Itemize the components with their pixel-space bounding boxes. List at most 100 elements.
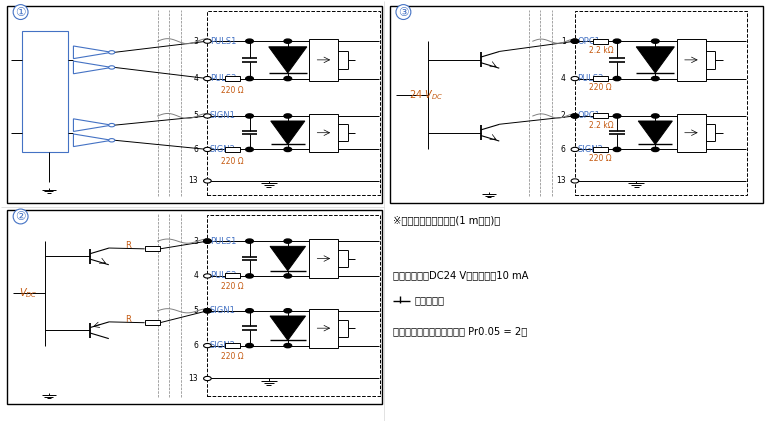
- Text: 6: 6: [193, 341, 198, 350]
- FancyBboxPatch shape: [593, 147, 607, 152]
- FancyBboxPatch shape: [7, 210, 382, 403]
- Text: SIGN1: SIGN1: [209, 111, 235, 120]
- Text: R: R: [125, 315, 130, 324]
- Text: R: R: [125, 241, 130, 250]
- Circle shape: [245, 274, 253, 278]
- FancyBboxPatch shape: [309, 239, 338, 278]
- Text: ※配线长度，请控制在(1 m以内)。: ※配线长度，请控制在(1 m以内)。: [393, 215, 501, 225]
- FancyBboxPatch shape: [207, 11, 380, 195]
- Polygon shape: [74, 46, 112, 59]
- Text: 2: 2: [561, 111, 566, 120]
- Circle shape: [203, 39, 211, 43]
- Circle shape: [284, 274, 291, 278]
- FancyBboxPatch shape: [309, 39, 338, 81]
- Circle shape: [571, 114, 579, 118]
- Text: 13: 13: [189, 176, 198, 185]
- Text: ①: ①: [15, 5, 26, 19]
- Polygon shape: [271, 121, 304, 144]
- Circle shape: [651, 76, 659, 81]
- Text: OPC1: OPC1: [578, 37, 600, 46]
- Circle shape: [284, 239, 291, 243]
- Polygon shape: [74, 61, 112, 74]
- FancyBboxPatch shape: [593, 39, 607, 44]
- FancyBboxPatch shape: [145, 246, 160, 252]
- Circle shape: [109, 66, 115, 69]
- FancyBboxPatch shape: [207, 215, 380, 396]
- Circle shape: [203, 239, 211, 243]
- FancyBboxPatch shape: [145, 320, 160, 325]
- Circle shape: [571, 39, 579, 43]
- Circle shape: [203, 76, 211, 81]
- Text: 1: 1: [561, 37, 566, 46]
- Circle shape: [284, 344, 291, 348]
- Circle shape: [203, 376, 211, 381]
- Polygon shape: [74, 134, 112, 146]
- Circle shape: [613, 76, 621, 81]
- Text: PULS2: PULS2: [209, 74, 236, 83]
- Text: 2.2 kΩ: 2.2 kΩ: [589, 121, 614, 130]
- Text: PULS1: PULS1: [209, 237, 236, 246]
- Circle shape: [284, 39, 291, 43]
- Circle shape: [571, 76, 579, 81]
- Text: SIGN1: SIGN1: [209, 306, 235, 315]
- Circle shape: [613, 39, 621, 43]
- Circle shape: [203, 114, 211, 118]
- Text: SIGN2: SIGN2: [578, 145, 603, 154]
- Text: 5: 5: [193, 111, 198, 120]
- Text: 4: 4: [193, 271, 198, 281]
- FancyBboxPatch shape: [390, 6, 763, 203]
- Circle shape: [284, 147, 291, 151]
- Circle shape: [245, 76, 253, 81]
- FancyBboxPatch shape: [309, 308, 338, 348]
- Circle shape: [245, 239, 253, 243]
- FancyBboxPatch shape: [22, 31, 68, 152]
- Circle shape: [571, 147, 579, 151]
- Text: 220 Ω: 220 Ω: [221, 157, 244, 166]
- Text: 24 $V_{DC}$: 24 $V_{DC}$: [409, 88, 443, 102]
- Text: 6: 6: [193, 145, 198, 154]
- Circle shape: [203, 179, 211, 183]
- Text: $V_{DC}$: $V_{DC}$: [19, 287, 38, 300]
- Text: 6: 6: [561, 145, 566, 154]
- Circle shape: [203, 344, 211, 348]
- Text: SIGN2: SIGN2: [209, 145, 235, 154]
- Circle shape: [203, 147, 211, 151]
- Circle shape: [203, 274, 211, 278]
- Text: 220 Ω: 220 Ω: [221, 352, 244, 361]
- Circle shape: [109, 51, 115, 54]
- Text: 5: 5: [193, 306, 198, 315]
- Circle shape: [651, 39, 659, 43]
- FancyBboxPatch shape: [575, 11, 747, 195]
- Circle shape: [245, 344, 253, 348]
- Text: 3: 3: [193, 237, 198, 246]
- FancyBboxPatch shape: [593, 76, 607, 81]
- FancyBboxPatch shape: [593, 114, 607, 119]
- Circle shape: [613, 147, 621, 151]
- Circle shape: [203, 308, 211, 313]
- Circle shape: [284, 114, 291, 118]
- FancyBboxPatch shape: [7, 6, 382, 203]
- FancyBboxPatch shape: [225, 273, 240, 279]
- Text: PULS2: PULS2: [209, 271, 236, 281]
- Text: OPC1: OPC1: [578, 111, 600, 120]
- Text: 220 Ω: 220 Ω: [221, 282, 244, 291]
- Circle shape: [284, 308, 291, 313]
- Text: 最大输入电压DC24 V　额定电洐10 mA: 最大输入电压DC24 V 额定电洐10 mA: [393, 270, 529, 280]
- Text: 使用开路集电极时推荐设定 Pr0.05 = 2。: 使用开路集电极时推荐设定 Pr0.05 = 2。: [393, 327, 528, 337]
- Text: 220 Ω: 220 Ω: [589, 154, 611, 163]
- Text: 4: 4: [193, 74, 198, 83]
- Circle shape: [109, 138, 115, 142]
- Polygon shape: [270, 316, 305, 341]
- Text: PULS1: PULS1: [209, 37, 236, 46]
- Text: 3: 3: [193, 37, 198, 46]
- Polygon shape: [74, 119, 112, 131]
- FancyBboxPatch shape: [225, 343, 240, 348]
- Text: PULS2: PULS2: [578, 74, 604, 83]
- FancyBboxPatch shape: [309, 114, 338, 151]
- Text: SIGN2: SIGN2: [209, 341, 235, 350]
- Polygon shape: [638, 121, 673, 144]
- Polygon shape: [270, 246, 305, 271]
- Text: 13: 13: [189, 374, 198, 383]
- Text: 220 Ω: 220 Ω: [221, 86, 244, 95]
- Circle shape: [571, 179, 579, 183]
